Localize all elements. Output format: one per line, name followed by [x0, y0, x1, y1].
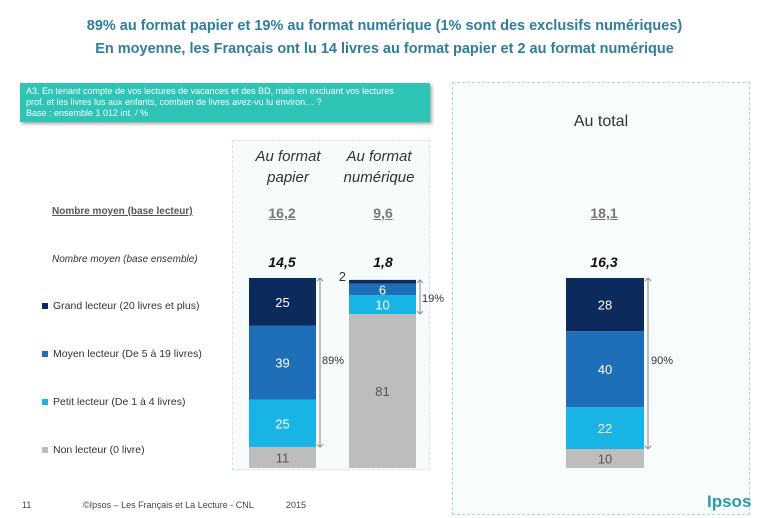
bar-petit-digital	[349, 295, 416, 315]
avg-all-digital: 1,8	[373, 254, 393, 270]
legend-swatch-moyen	[42, 351, 48, 358]
legend-item-grand: Grand lecteur (20 livres et plus)	[42, 300, 199, 312]
legend-label-moyen: Moyen lecteur (De 5 à 19 livres)	[53, 348, 202, 360]
legend-label-grand: Grand lecteur (20 livres et plus)	[53, 300, 200, 312]
legend-item-moyen: Moyen lecteur (De 5 à 19 livres)	[42, 348, 202, 360]
readers-bracket-tick-digital	[419, 310, 424, 315]
question-base: Base : ensemble 1 012 int. / %	[26, 108, 149, 118]
legend-swatch-grand	[42, 303, 48, 310]
readers-bracket-tick-digital	[416, 279, 421, 284]
question-line-1: A3. En tenant compte de vos lectures de …	[26, 86, 394, 96]
bar-moyen-total	[566, 331, 644, 408]
readers-bracket-tick-total	[644, 277, 649, 282]
readers-bracket-tick-paper	[319, 443, 324, 448]
column-header-digital-line1: Au format	[346, 148, 412, 165]
readers-bracket-tick-paper	[316, 443, 321, 448]
column-header-digital-line2: numérique	[343, 169, 415, 186]
avg-all-label: Nombre moyen (base ensemble)	[52, 254, 198, 265]
legend-label-non: Non lecteur (0 livre)	[53, 444, 145, 456]
readers-share-digital: 19%	[422, 293, 444, 305]
readers-bracket-tick-paper	[319, 277, 324, 282]
bar-petit-total	[566, 407, 644, 449]
column-header-digital: Au format numérique	[334, 146, 424, 188]
bar-non-total	[566, 449, 644, 468]
label-grand-total: 28	[598, 298, 612, 313]
bar-moyen-digital	[349, 283, 416, 296]
readers-bracket-tick-digital	[419, 279, 424, 284]
readers-bracket-tick-digital	[416, 310, 421, 315]
legend-label-petit: Petit lecteur (De 1 à 4 livres)	[53, 396, 186, 408]
bar-non-paper	[249, 447, 316, 468]
legend-swatch-petit	[42, 399, 48, 406]
avg-reader-digital: 9,6	[373, 205, 393, 221]
avg-reader-total: 18,1	[590, 205, 618, 221]
bar-grand-paper	[249, 278, 316, 326]
page-title: 89% au format papier et 19% au format nu…	[86, 18, 683, 34]
bar-grand-digital	[349, 279, 416, 284]
label-petit-total: 22	[598, 421, 612, 436]
label-non-digital: 81	[375, 384, 389, 399]
avg-all-total: 16,3	[590, 254, 618, 270]
column-header-paper-line2: papier	[267, 169, 309, 186]
readers-share-total: 90%	[651, 355, 673, 367]
legend-item-non: Non lecteur (0 livre)	[42, 444, 145, 456]
readers-share-paper: 89%	[322, 355, 344, 367]
label-non-total: 10	[598, 452, 612, 467]
page-number: 11	[22, 500, 32, 510]
bar-petit-paper	[249, 399, 316, 448]
legend-swatch-non	[42, 447, 48, 454]
total-panel-title: Au total	[573, 113, 629, 130]
avg-all-paper: 14,5	[268, 254, 296, 270]
column-header-paper-line1: Au format	[255, 148, 321, 165]
legend-item-petit: Petit lecteur (De 1 à 4 livres)	[42, 396, 185, 408]
bar-grand-total	[566, 278, 644, 332]
footer-source: ©Ipsos – Les Français et La Lecture - CN…	[83, 500, 254, 510]
label-moyen-paper: 39	[275, 356, 289, 371]
ipsos-logo: Ipsos	[707, 492, 752, 511]
label-grand-paper: 25	[275, 295, 289, 310]
label-moyen-digital: 6	[379, 282, 386, 297]
readers-bracket-tick-total	[647, 445, 652, 450]
label-petit-paper: 25	[275, 416, 289, 431]
label-petit-digital: 10	[375, 298, 389, 313]
bar-non-digital	[349, 314, 416, 468]
column-header-paper: Au format papier	[243, 146, 333, 188]
avg-reader-paper: 16,2	[268, 205, 296, 221]
question-line-2: prof. et les livres lus aux enfants, com…	[26, 97, 322, 107]
label-moyen-total: 40	[598, 362, 612, 377]
readers-bracket-tick-total	[644, 445, 649, 450]
label-grand-digital: 2	[339, 269, 346, 284]
avg-reader-label: Nombre moyen (base lecteur)	[52, 206, 193, 217]
readers-bracket-tick-paper	[316, 277, 321, 282]
question-box: A3. En tenant compte de vos lectures de …	[20, 83, 430, 122]
page-subtitle: En moyenne, les Français ont lu 14 livre…	[95, 41, 674, 57]
readers-bracket-tick-total	[647, 277, 652, 282]
footer-year: 2015	[286, 500, 307, 510]
bar-moyen-paper	[249, 325, 316, 400]
label-non-paper: 11	[276, 451, 290, 466]
